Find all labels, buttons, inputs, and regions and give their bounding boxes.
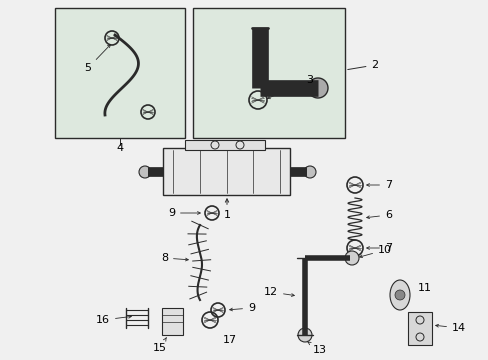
- Bar: [163, 148, 289, 195]
- Ellipse shape: [389, 280, 409, 310]
- Text: 12: 12: [264, 287, 294, 297]
- Text: 13: 13: [307, 342, 326, 355]
- Text: 2: 2: [347, 60, 378, 70]
- Text: 9: 9: [167, 208, 200, 218]
- Circle shape: [345, 251, 358, 265]
- Text: 16: 16: [96, 315, 131, 325]
- Text: 10: 10: [359, 245, 391, 258]
- Text: 1: 1: [223, 199, 230, 220]
- Bar: [55, 8, 184, 138]
- Text: 7: 7: [366, 180, 391, 190]
- Circle shape: [297, 328, 311, 342]
- Text: 3: 3: [267, 75, 313, 99]
- Text: 8: 8: [161, 253, 188, 263]
- Text: 15: 15: [153, 338, 167, 353]
- Circle shape: [139, 166, 151, 178]
- Text: 5: 5: [84, 45, 110, 73]
- Circle shape: [307, 78, 327, 98]
- Bar: [407, 312, 431, 345]
- Text: 9: 9: [229, 303, 255, 313]
- Bar: [184, 140, 264, 150]
- Bar: [162, 308, 183, 335]
- Circle shape: [394, 290, 404, 300]
- Circle shape: [304, 166, 315, 178]
- Text: 17: 17: [223, 335, 237, 345]
- Text: 14: 14: [435, 323, 465, 333]
- Text: 6: 6: [366, 210, 391, 220]
- Text: 11: 11: [417, 283, 431, 293]
- Text: 4: 4: [116, 143, 123, 153]
- Bar: [193, 8, 345, 138]
- Text: 7: 7: [366, 243, 391, 253]
